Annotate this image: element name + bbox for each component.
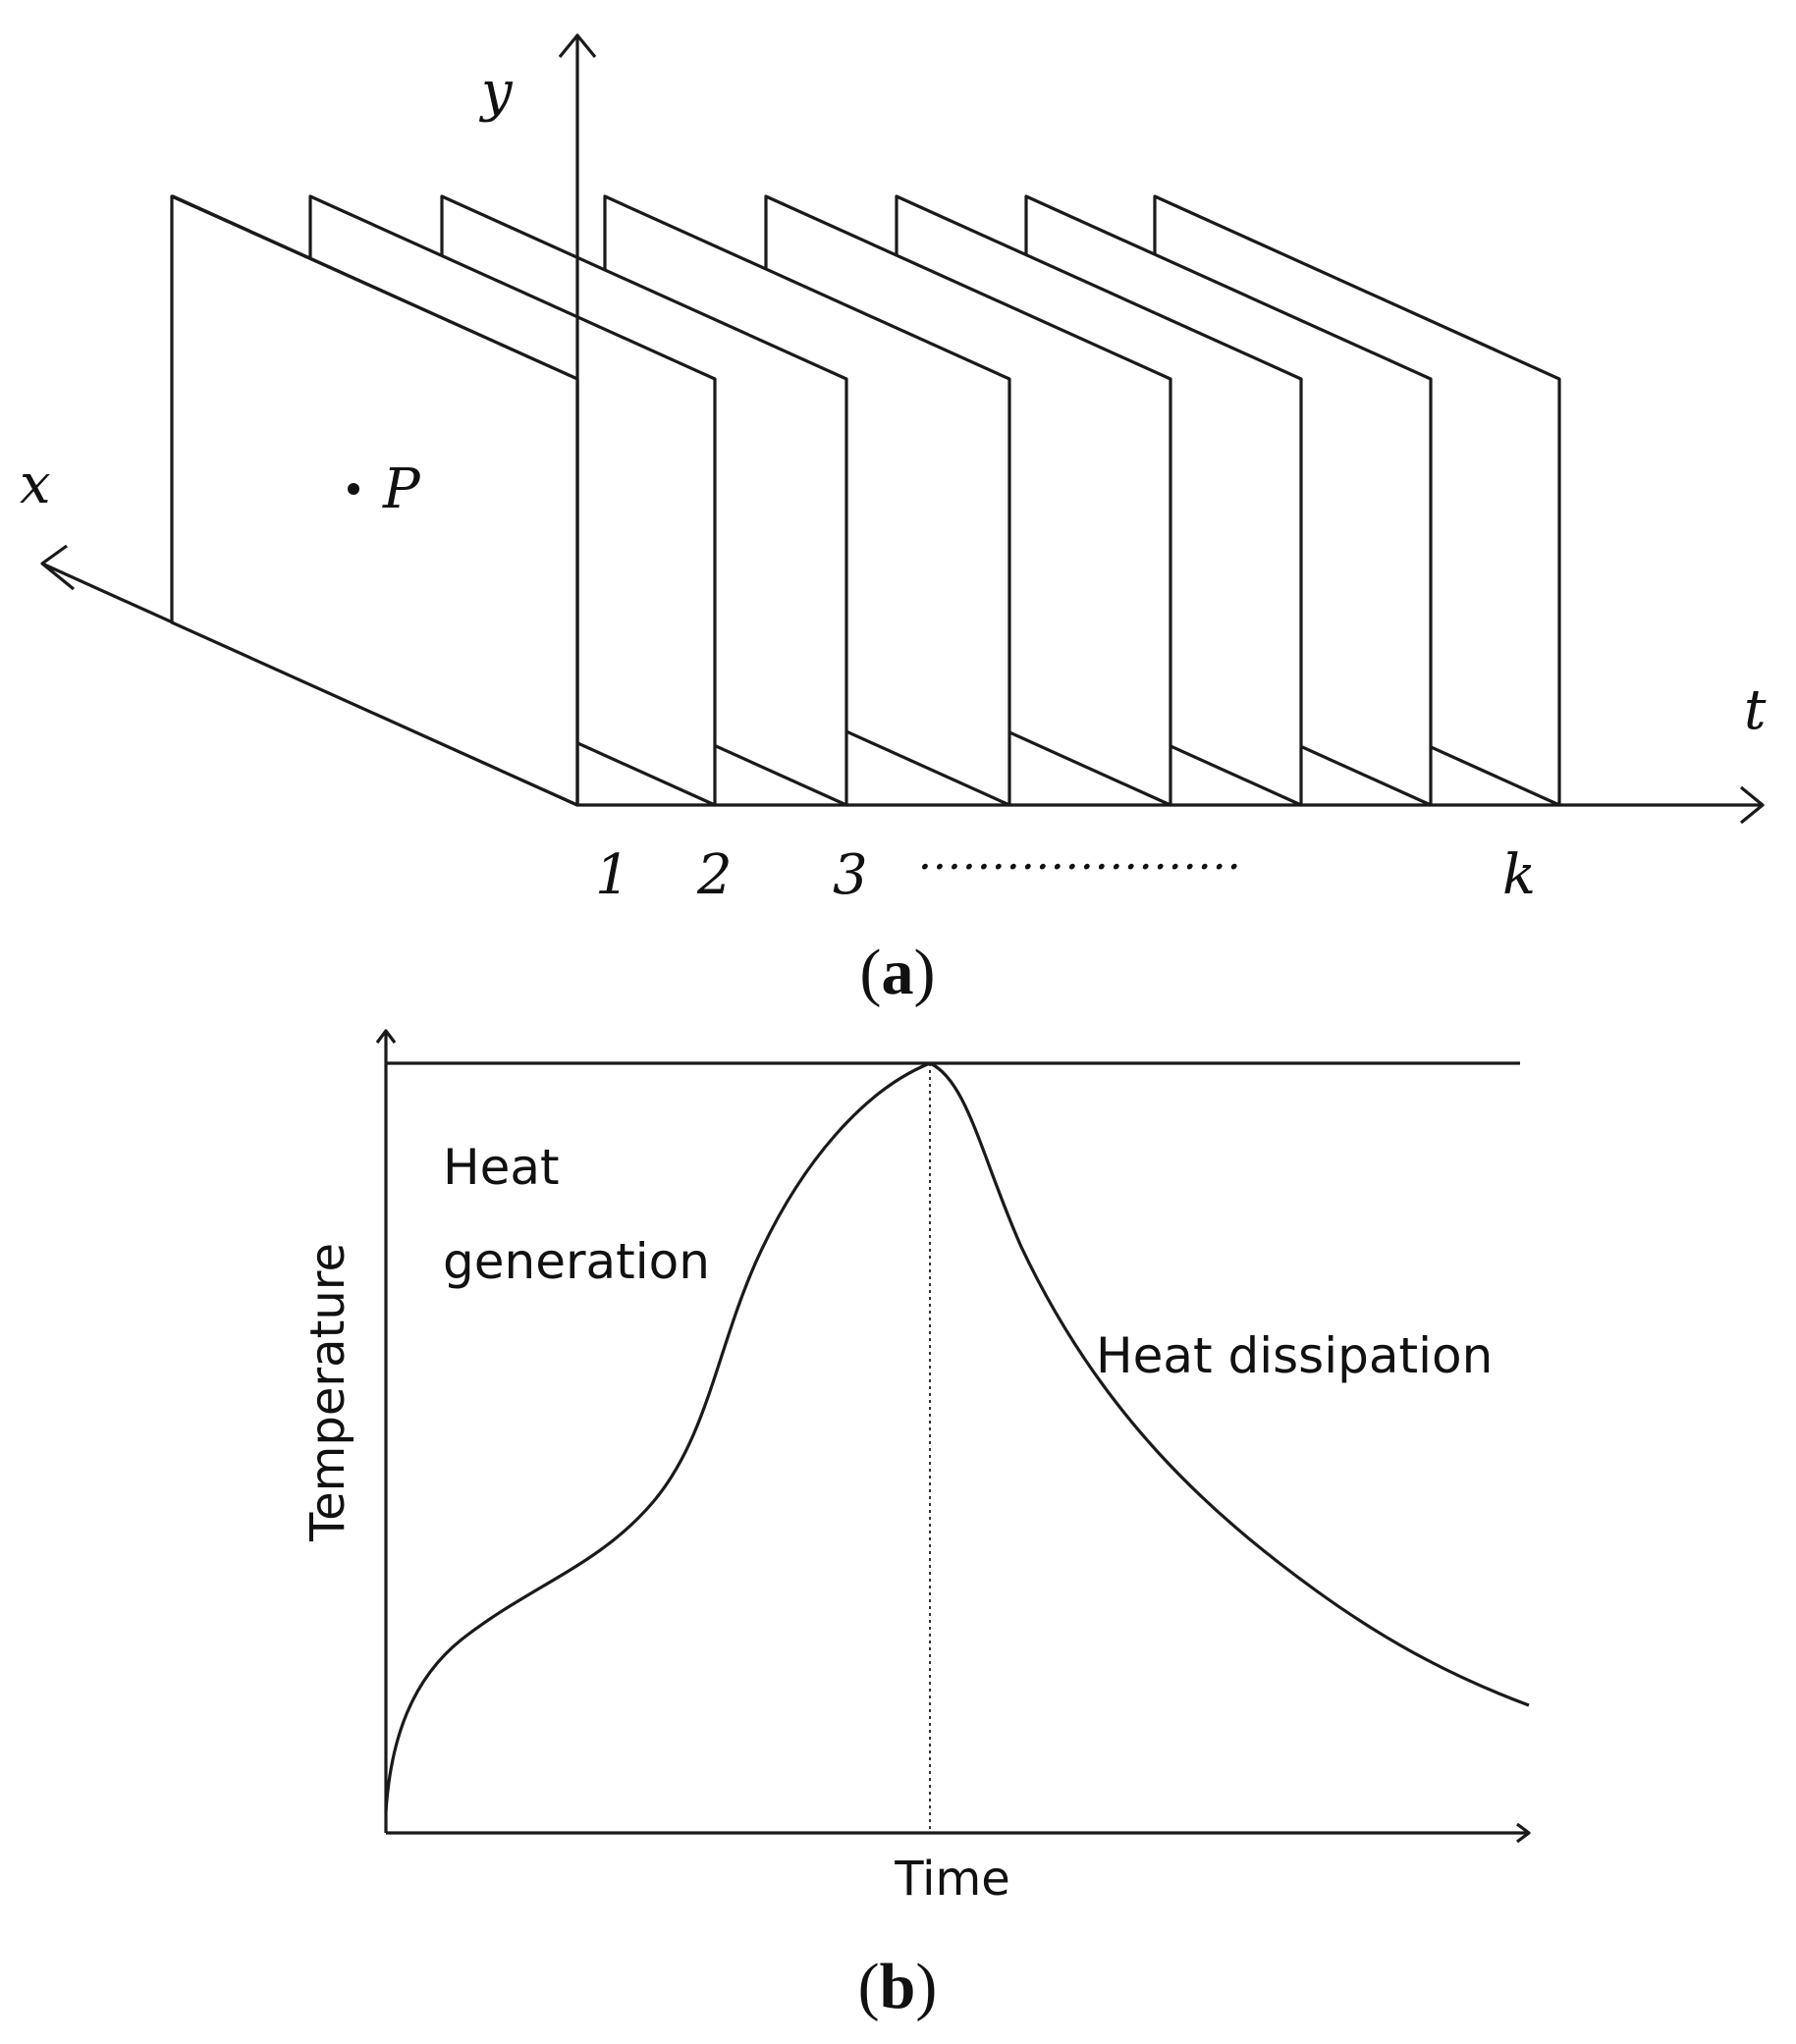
t-axis-arrowhead [1739, 785, 1765, 825]
frame-label-2: 2 [696, 843, 733, 907]
frame-label-k: k [1502, 843, 1536, 907]
panel-b-temperature-curve: Heat generation Heat dissipation Tempera… [300, 1029, 1531, 2022]
caption-a-close: ) [914, 937, 936, 1008]
heat-generation-label-line2: generation [443, 1233, 710, 1290]
frame-stack [170, 194, 1561, 807]
point-p-marker [348, 483, 359, 495]
y-axis-arrowhead [558, 33, 597, 59]
caption-b-letter: b [880, 1951, 916, 2022]
time-axis-label: Time [894, 1852, 1009, 1907]
caption-b-close: ) [915, 1951, 937, 2022]
time-axis-arrowhead [1516, 1822, 1531, 1844]
frame-label-1: 1 [595, 843, 630, 907]
frame-label-3: 3 [833, 843, 868, 907]
temperature-axis-label: Temperature [300, 1243, 355, 1542]
caption-b-open: ( [858, 1951, 880, 2022]
heat-dissipation-label: Heat dissipation [1096, 1327, 1493, 1384]
caption-b: (b) [858, 1951, 938, 2022]
x-axis-arrowhead [40, 544, 76, 591]
axis-t-label: t [1744, 678, 1767, 742]
panel-a-frame-sequence-diagram: P y x t 1 2 3 ······················ k (… [20, 33, 1767, 1008]
caption-a: (a) [860, 937, 936, 1008]
temperature-curve [384, 1061, 1530, 1812]
temperature-axis-arrowhead [375, 1029, 397, 1044]
heat-generation-label-line1: Heat [443, 1139, 560, 1196]
caption-a-open: ( [860, 937, 882, 1008]
axis-y-label: y [478, 60, 514, 124]
frame-label-ellipsis: ······················ [918, 842, 1242, 892]
point-p-label: P [382, 457, 421, 521]
caption-a-letter: a [882, 937, 914, 1008]
axis-x-label: x [20, 453, 51, 516]
